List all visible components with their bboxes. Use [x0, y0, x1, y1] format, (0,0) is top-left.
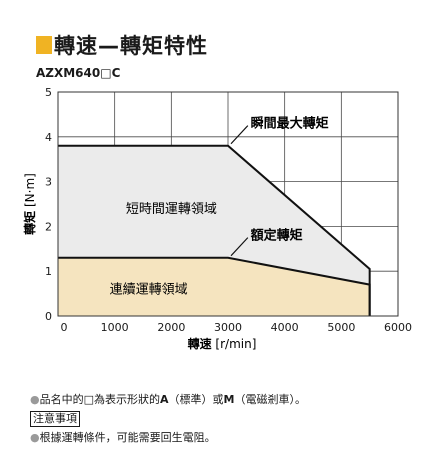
- bullet-icon: ●: [30, 431, 40, 444]
- bullet-icon: ●: [30, 393, 40, 406]
- annotation-leader-0: [230, 125, 249, 145]
- title-text: 轉速—轉矩特性: [54, 34, 208, 58]
- x-tick-label: 6000: [384, 321, 412, 334]
- x-tick-label: 4000: [271, 321, 299, 334]
- annotation-label-0: 瞬間最大轉矩: [251, 115, 329, 131]
- caution-label: 注意事項: [30, 411, 80, 427]
- model-name: AZXM640□C: [36, 66, 121, 80]
- y-tick-label: 2: [45, 220, 52, 233]
- region-label-1: 連續運轉領域: [110, 282, 188, 298]
- y-tick-label: 0: [45, 310, 52, 323]
- region-label-0: 短時間運轉領域: [126, 201, 217, 217]
- y-tick-label: 1: [45, 265, 52, 278]
- x-tick-label: 1000: [101, 321, 129, 334]
- title-marker: [36, 36, 52, 54]
- x-axis-title: 轉速 [r/min]: [188, 336, 257, 351]
- note-prefix: 品名中的□為表示形狀的: [39, 393, 161, 406]
- annotation-leader-1: [230, 237, 249, 257]
- speed-torque-chart: 0 1000 2000 3000 4000 5000 6000 0 1 2 3 4 5 轉速 [r/mi…: [22, 86, 412, 351]
- series-line-1: [58, 256, 371, 316]
- page-title: 轉速—轉矩特性: [36, 30, 208, 60]
- y-axis-title: 轉矩 [N·m]: [22, 173, 37, 235]
- note-regen-text: 根據運轉條件，可能需要回生電阻。: [39, 431, 216, 444]
- y-tick-label: 4: [45, 131, 52, 144]
- x-tick-label: 2000: [157, 321, 185, 334]
- notes: ●品名中的□為表示形狀的A（標準）或M（電磁剎車）。 注意事項 ●根據運轉條件，…: [30, 390, 306, 447]
- plot-frame: [57, 91, 399, 317]
- note-model-suffix: ●品名中的□為表示形狀的A（標準）或M（電磁剎車）。: [30, 390, 306, 409]
- x-tick-label: 5000: [327, 321, 355, 334]
- note-a-desc: （標準）或: [168, 393, 224, 406]
- y-tick-label: 3: [45, 176, 52, 189]
- note-m-desc: （電磁剎車）。: [234, 393, 306, 406]
- note-a: A: [160, 393, 169, 406]
- annotation-label-1: 額定轉矩: [250, 227, 303, 243]
- x-tick-label: 0: [61, 321, 68, 334]
- note-regen: ●根據運轉條件，可能需要回生電阻。: [30, 428, 306, 447]
- y-tick-label: 5: [45, 86, 52, 99]
- x-tick-label: 3000: [214, 321, 242, 334]
- note-m: M: [223, 393, 235, 406]
- series-area-1: [58, 257, 370, 316]
